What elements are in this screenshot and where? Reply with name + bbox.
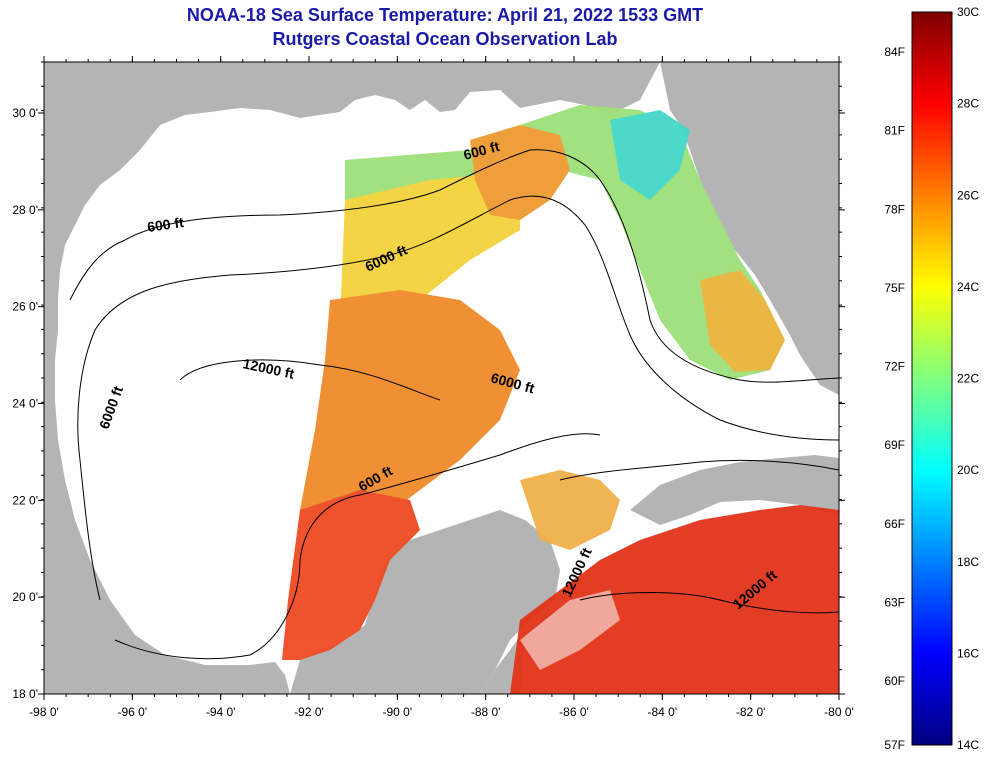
- sst-yucatan-channel: [520, 470, 620, 550]
- colorbar-f-label: 60F: [884, 674, 905, 688]
- lon-label: -98 0': [29, 705, 59, 719]
- colorbar-c-label: 16C: [957, 646, 979, 660]
- colorbar-c-label: 18C: [957, 555, 979, 569]
- axis-ticks: [38, 56, 845, 700]
- lon-label: -92 0': [294, 705, 324, 719]
- colorbar-f-label: 78F: [884, 202, 905, 216]
- colorbar-f-label: 81F: [884, 124, 905, 138]
- colorbar-f-label: 72F: [884, 360, 905, 374]
- colorbar-c-label: 26C: [957, 188, 979, 202]
- sst-bay-of-campeche: [282, 490, 420, 660]
- contour-12000ft: [179, 359, 441, 401]
- lat-label: 30 0': [12, 106, 38, 120]
- lat-label: 28 0': [12, 203, 38, 217]
- contour-shelf-south: [114, 433, 601, 660]
- contour-6000ft-gulf: [77, 195, 839, 601]
- colorbar-f-label: 84F: [884, 45, 905, 59]
- lon-label: -94 0': [206, 705, 236, 719]
- lon-label: -86 0': [559, 705, 589, 719]
- land-us-gulf-coast: [44, 62, 839, 300]
- lon-label: -82 0': [736, 705, 766, 719]
- lon-label: -96 0': [118, 705, 148, 719]
- bathymetry-contours: [69, 149, 839, 660]
- contour-600ft-north: [69, 149, 839, 383]
- lon-label: -80 0': [824, 705, 854, 719]
- map-subtitle: Rutgers Coastal Ocean Observation Lab: [272, 29, 618, 49]
- sst-cyan-patch: [610, 110, 690, 200]
- contour-caribbean-b: [579, 592, 839, 614]
- colorbar-c-label: 30C: [957, 5, 979, 19]
- lat-label: 22 0': [12, 493, 38, 507]
- bathy-label: 600 ft: [146, 214, 185, 235]
- land-yucatan: [290, 510, 560, 694]
- sst-northern-orange: [470, 125, 570, 220]
- colorbar-fahrenheit-labels: 84F 81F 78F 75F 72F 69F 66F 63F 60F 57F: [884, 45, 905, 752]
- lat-label: 24 0': [12, 397, 38, 411]
- sst-swath: [282, 105, 839, 694]
- lat-label: 26 0': [12, 300, 38, 314]
- land-florida: [660, 62, 839, 395]
- map-title: NOAA-18 Sea Surface Temperature: April 2…: [186, 5, 704, 25]
- sst-caribbean: [510, 505, 839, 694]
- sst-caribbean-cloud: [520, 590, 620, 670]
- lat-label: 18 0': [12, 687, 38, 701]
- sst-central-yellow: [340, 175, 520, 320]
- lon-label: -88 0': [471, 705, 501, 719]
- colorbar-f-label: 66F: [884, 517, 905, 531]
- colorbar-c-label: 24C: [957, 280, 979, 294]
- colorbar-f-label: 63F: [884, 595, 905, 609]
- latitude-labels: 30 0' 28 0' 26 0' 24 0' 22 0' 20 0' 18 0': [12, 106, 38, 701]
- lon-label: -84 0': [648, 705, 678, 719]
- colorbar-c-label: 22C: [957, 372, 979, 386]
- colorbar-f-label: 57F: [884, 738, 905, 752]
- contour-caribbean-a: [559, 459, 839, 481]
- colorbar-f-label: 75F: [884, 281, 905, 295]
- land-cuba: [630, 455, 839, 525]
- colorbar-c-label: 20C: [957, 463, 979, 477]
- colorbar: [911, 11, 953, 746]
- colorbar-f-label: 69F: [884, 438, 905, 452]
- lon-label: -90 0': [383, 705, 413, 719]
- lat-label: 20 0': [12, 590, 38, 604]
- sst-florida-shelf: [700, 270, 785, 372]
- colorbar-celsius-labels: 30C 28C 26C 24C 22C 20C 18C 16C 14C: [957, 5, 979, 752]
- colorbar-c-label: 28C: [957, 97, 979, 111]
- colorbar-c-label: 14C: [957, 738, 979, 752]
- land-mexico: [44, 300, 290, 694]
- map-area: 600 ft 600 ft 6000 ft 12000 ft 6000 ft 6…: [44, 62, 839, 694]
- longitude-labels: -98 0' -96 0' -94 0' -92 0' -90 0' -88 0' -86 …: [29, 705, 854, 719]
- land-masses: [44, 62, 839, 694]
